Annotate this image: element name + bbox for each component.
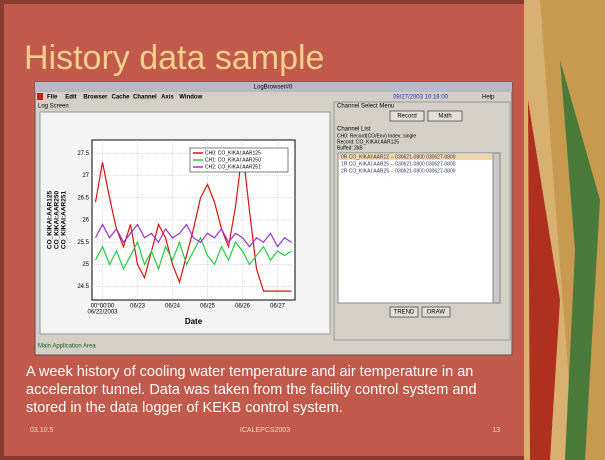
button-label[interactable]: DRAW bbox=[427, 310, 445, 316]
slide-title: History data sample bbox=[24, 39, 324, 77]
caption: stored in the data logger of KEKB contro… bbox=[26, 400, 343, 416]
x-tick-label: 06/22/2003 bbox=[87, 310, 118, 316]
menu-item[interactable]: Axis bbox=[161, 95, 174, 101]
legend-label: CH1: CO_KIKAI:AAR250 bbox=[205, 157, 261, 163]
status-bar: Main Application Area bbox=[38, 344, 96, 350]
button-label[interactable]: TREND bbox=[394, 310, 415, 316]
caption: A week history of cooling water temperat… bbox=[26, 364, 473, 380]
y-tick-label: 25 bbox=[82, 262, 89, 268]
footer-conference: ICALEPCS2003 bbox=[240, 427, 290, 434]
page: History data sample LogBrowser#0 09/27/2… bbox=[0, 0, 605, 460]
y-axis-label: CO_KIKAI:AAR250 bbox=[54, 191, 61, 250]
x-tick-label: 06/27 bbox=[270, 304, 286, 310]
x-tick-label: 06/25 bbox=[200, 304, 216, 310]
x-tick-label: 06/24 bbox=[165, 304, 181, 310]
legend-label: CH0: CO_KIKAI:AAR125 bbox=[205, 150, 261, 156]
y-tick-label: 27 bbox=[82, 173, 89, 179]
menu-item[interactable]: File bbox=[47, 95, 58, 101]
list-row[interactable]: 1R CO_KIKAI:AAR25 -- 030621-0800 030627-… bbox=[341, 161, 456, 167]
footer-page: 13 bbox=[492, 427, 500, 434]
button-label[interactable]: Record bbox=[397, 114, 416, 120]
panel-heading: Channel Select Menu bbox=[337, 104, 394, 110]
y-axis-label: CO_KIKAI:AAR251 bbox=[61, 191, 68, 250]
window-title: LogBrowser#0 bbox=[254, 85, 293, 91]
app-icon bbox=[37, 93, 43, 100]
panel-label: Log Screen bbox=[38, 104, 69, 110]
y-tick-label: 26 bbox=[82, 218, 89, 224]
y-tick-label: 24.5 bbox=[77, 284, 89, 290]
y-axis-label: CO_KIKAI:AAR125 bbox=[47, 191, 54, 250]
clock: 09/27/2003 10:16:00 bbox=[393, 95, 449, 101]
button-label[interactable]: Math bbox=[438, 114, 451, 120]
menu-item[interactable]: Edit bbox=[65, 95, 76, 101]
channel-list[interactable] bbox=[338, 153, 493, 303]
menu-item[interactable]: Cache bbox=[112, 95, 131, 101]
scrollbar[interactable] bbox=[493, 153, 500, 303]
x-axis-label: Date bbox=[185, 317, 203, 326]
list-row[interactable]: 0R CO_KIKAI:AAR12 -- 030621-0800 030627-… bbox=[341, 154, 456, 160]
footer-date: 03.10.5 bbox=[30, 427, 53, 434]
y-tick-label: 25.5 bbox=[77, 240, 89, 246]
x-tick-time: 00°00'00 bbox=[91, 304, 115, 310]
y-tick-label: 27.5 bbox=[77, 151, 89, 157]
list-row[interactable]: 2R CO_KIKAI:AAR25 -- 030621-0800 030627-… bbox=[341, 168, 456, 174]
channel-info: Buffed: 2kB bbox=[337, 145, 363, 151]
menu-item[interactable]: Window bbox=[179, 95, 202, 101]
y-tick-label: 26.5 bbox=[77, 195, 89, 201]
legend-label: CH2: CO_KIKAI:AAR251 bbox=[205, 164, 261, 170]
x-tick-label: 06/23 bbox=[130, 304, 146, 310]
x-tick-label: 06/26 bbox=[235, 304, 251, 310]
menu-item[interactable]: Channel bbox=[133, 95, 157, 101]
menu-item[interactable]: Browser bbox=[83, 95, 108, 101]
caption: accelerator tunnel. Data was taken from … bbox=[26, 382, 477, 398]
slide: History data sample LogBrowser#0 09/27/2… bbox=[0, 0, 605, 460]
menu-help[interactable]: Help bbox=[482, 95, 495, 101]
panel-heading: Channel List bbox=[337, 127, 371, 133]
